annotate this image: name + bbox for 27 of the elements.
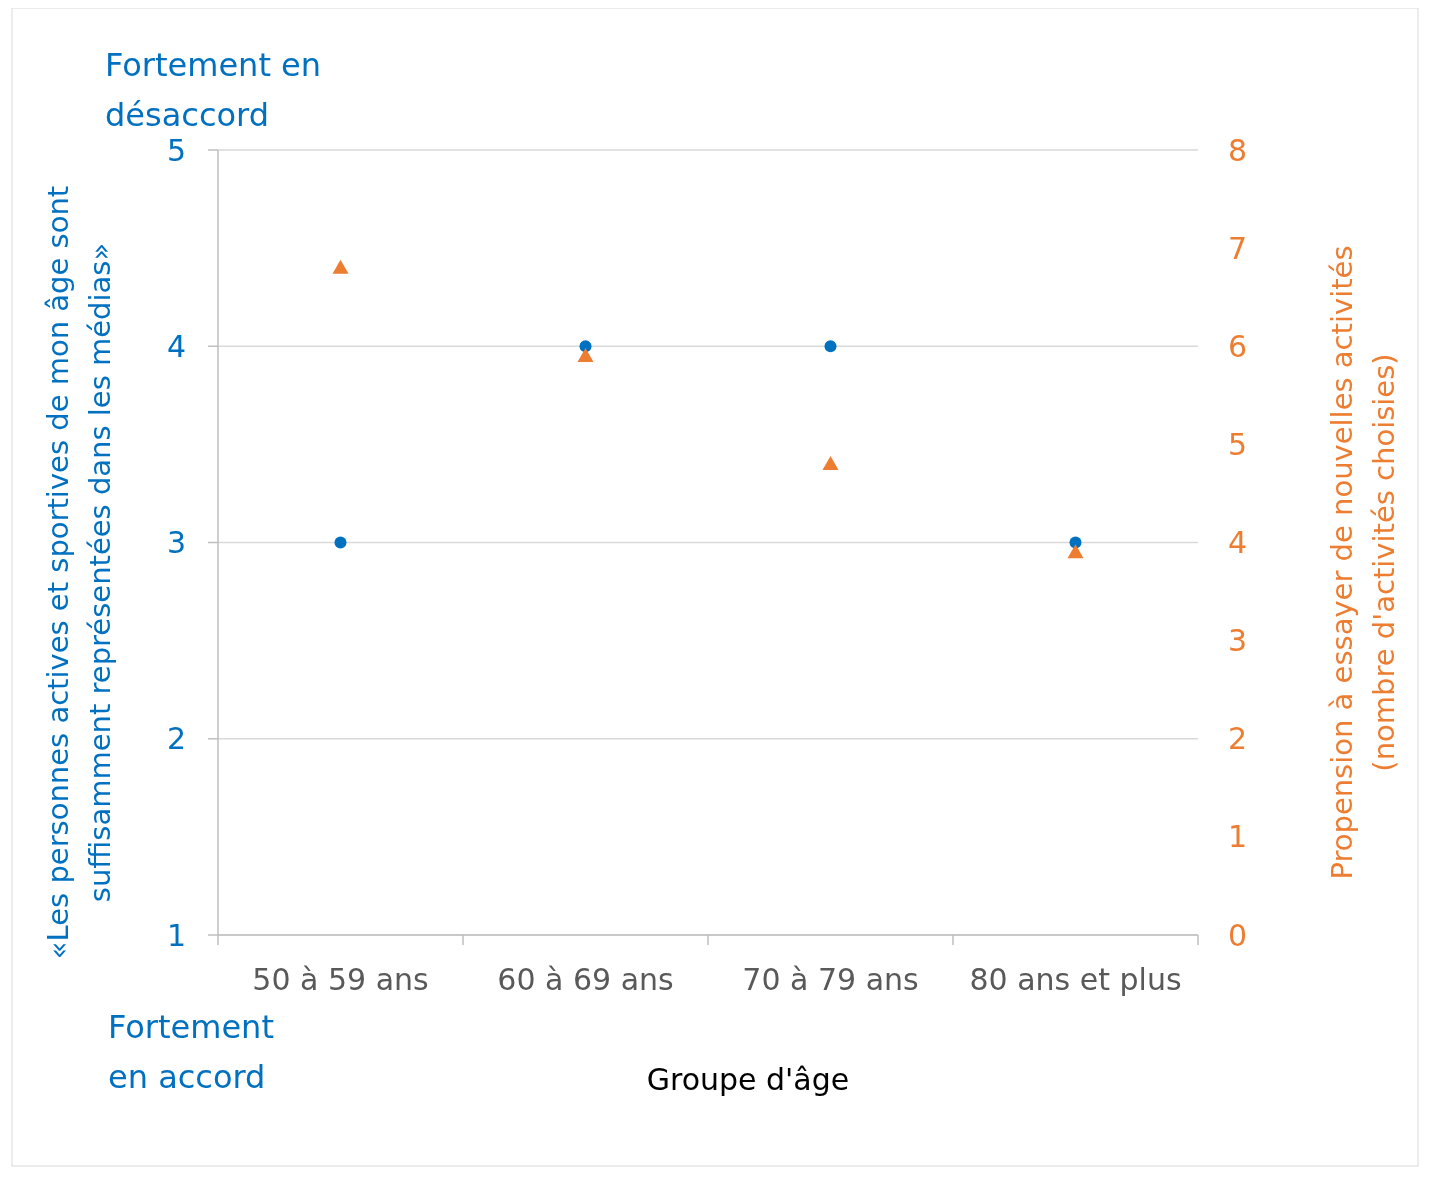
y-tick-label: 4: [166, 328, 186, 364]
y2-tick-label: 8: [1228, 132, 1248, 168]
x-tick-label: 70 à 79 ans: [742, 962, 919, 997]
y2-tick-label: 0: [1228, 917, 1248, 953]
text: Fortement en accord: [108, 1008, 274, 1096]
point: [822, 456, 839, 470]
y2-tick-label: 6: [1228, 328, 1248, 364]
y2-tick-label: 2: [1228, 721, 1248, 757]
y-tick-label: 1: [166, 917, 186, 953]
x-tick-label: 80 ans et plus: [969, 962, 1182, 997]
y2-tick-label: 3: [1228, 623, 1248, 659]
y-tick-label: 5: [166, 132, 186, 168]
point: [332, 259, 349, 274]
point: [577, 348, 594, 363]
y2-tick-label: 1: [1228, 819, 1248, 855]
y2-tick-label: 4: [1228, 525, 1248, 560]
x-tick-label: 60 à 69 ans: [497, 962, 674, 997]
y2-tick-label: 5: [1228, 426, 1248, 462]
y-axis-title: «Les personnes actives et sportives de mon âge sont suffisamment représentées dans les médias»: [41, 185, 117, 960]
x-axis-title: Groupe d'âge: [646, 1062, 850, 1097]
y-tick-label: 2: [166, 721, 186, 757]
x-tick-label: 50 à 59 ans: [252, 962, 429, 997]
point: [1067, 544, 1084, 559]
text: Fortement en désaccord: [105, 46, 322, 134]
y2-axis-title: Propension à essayer de nouvelles activités (nombre d'activités choisies): [1325, 245, 1401, 880]
y2-tick-label: 7: [1228, 230, 1248, 266]
y-tick-label: 3: [166, 525, 186, 560]
